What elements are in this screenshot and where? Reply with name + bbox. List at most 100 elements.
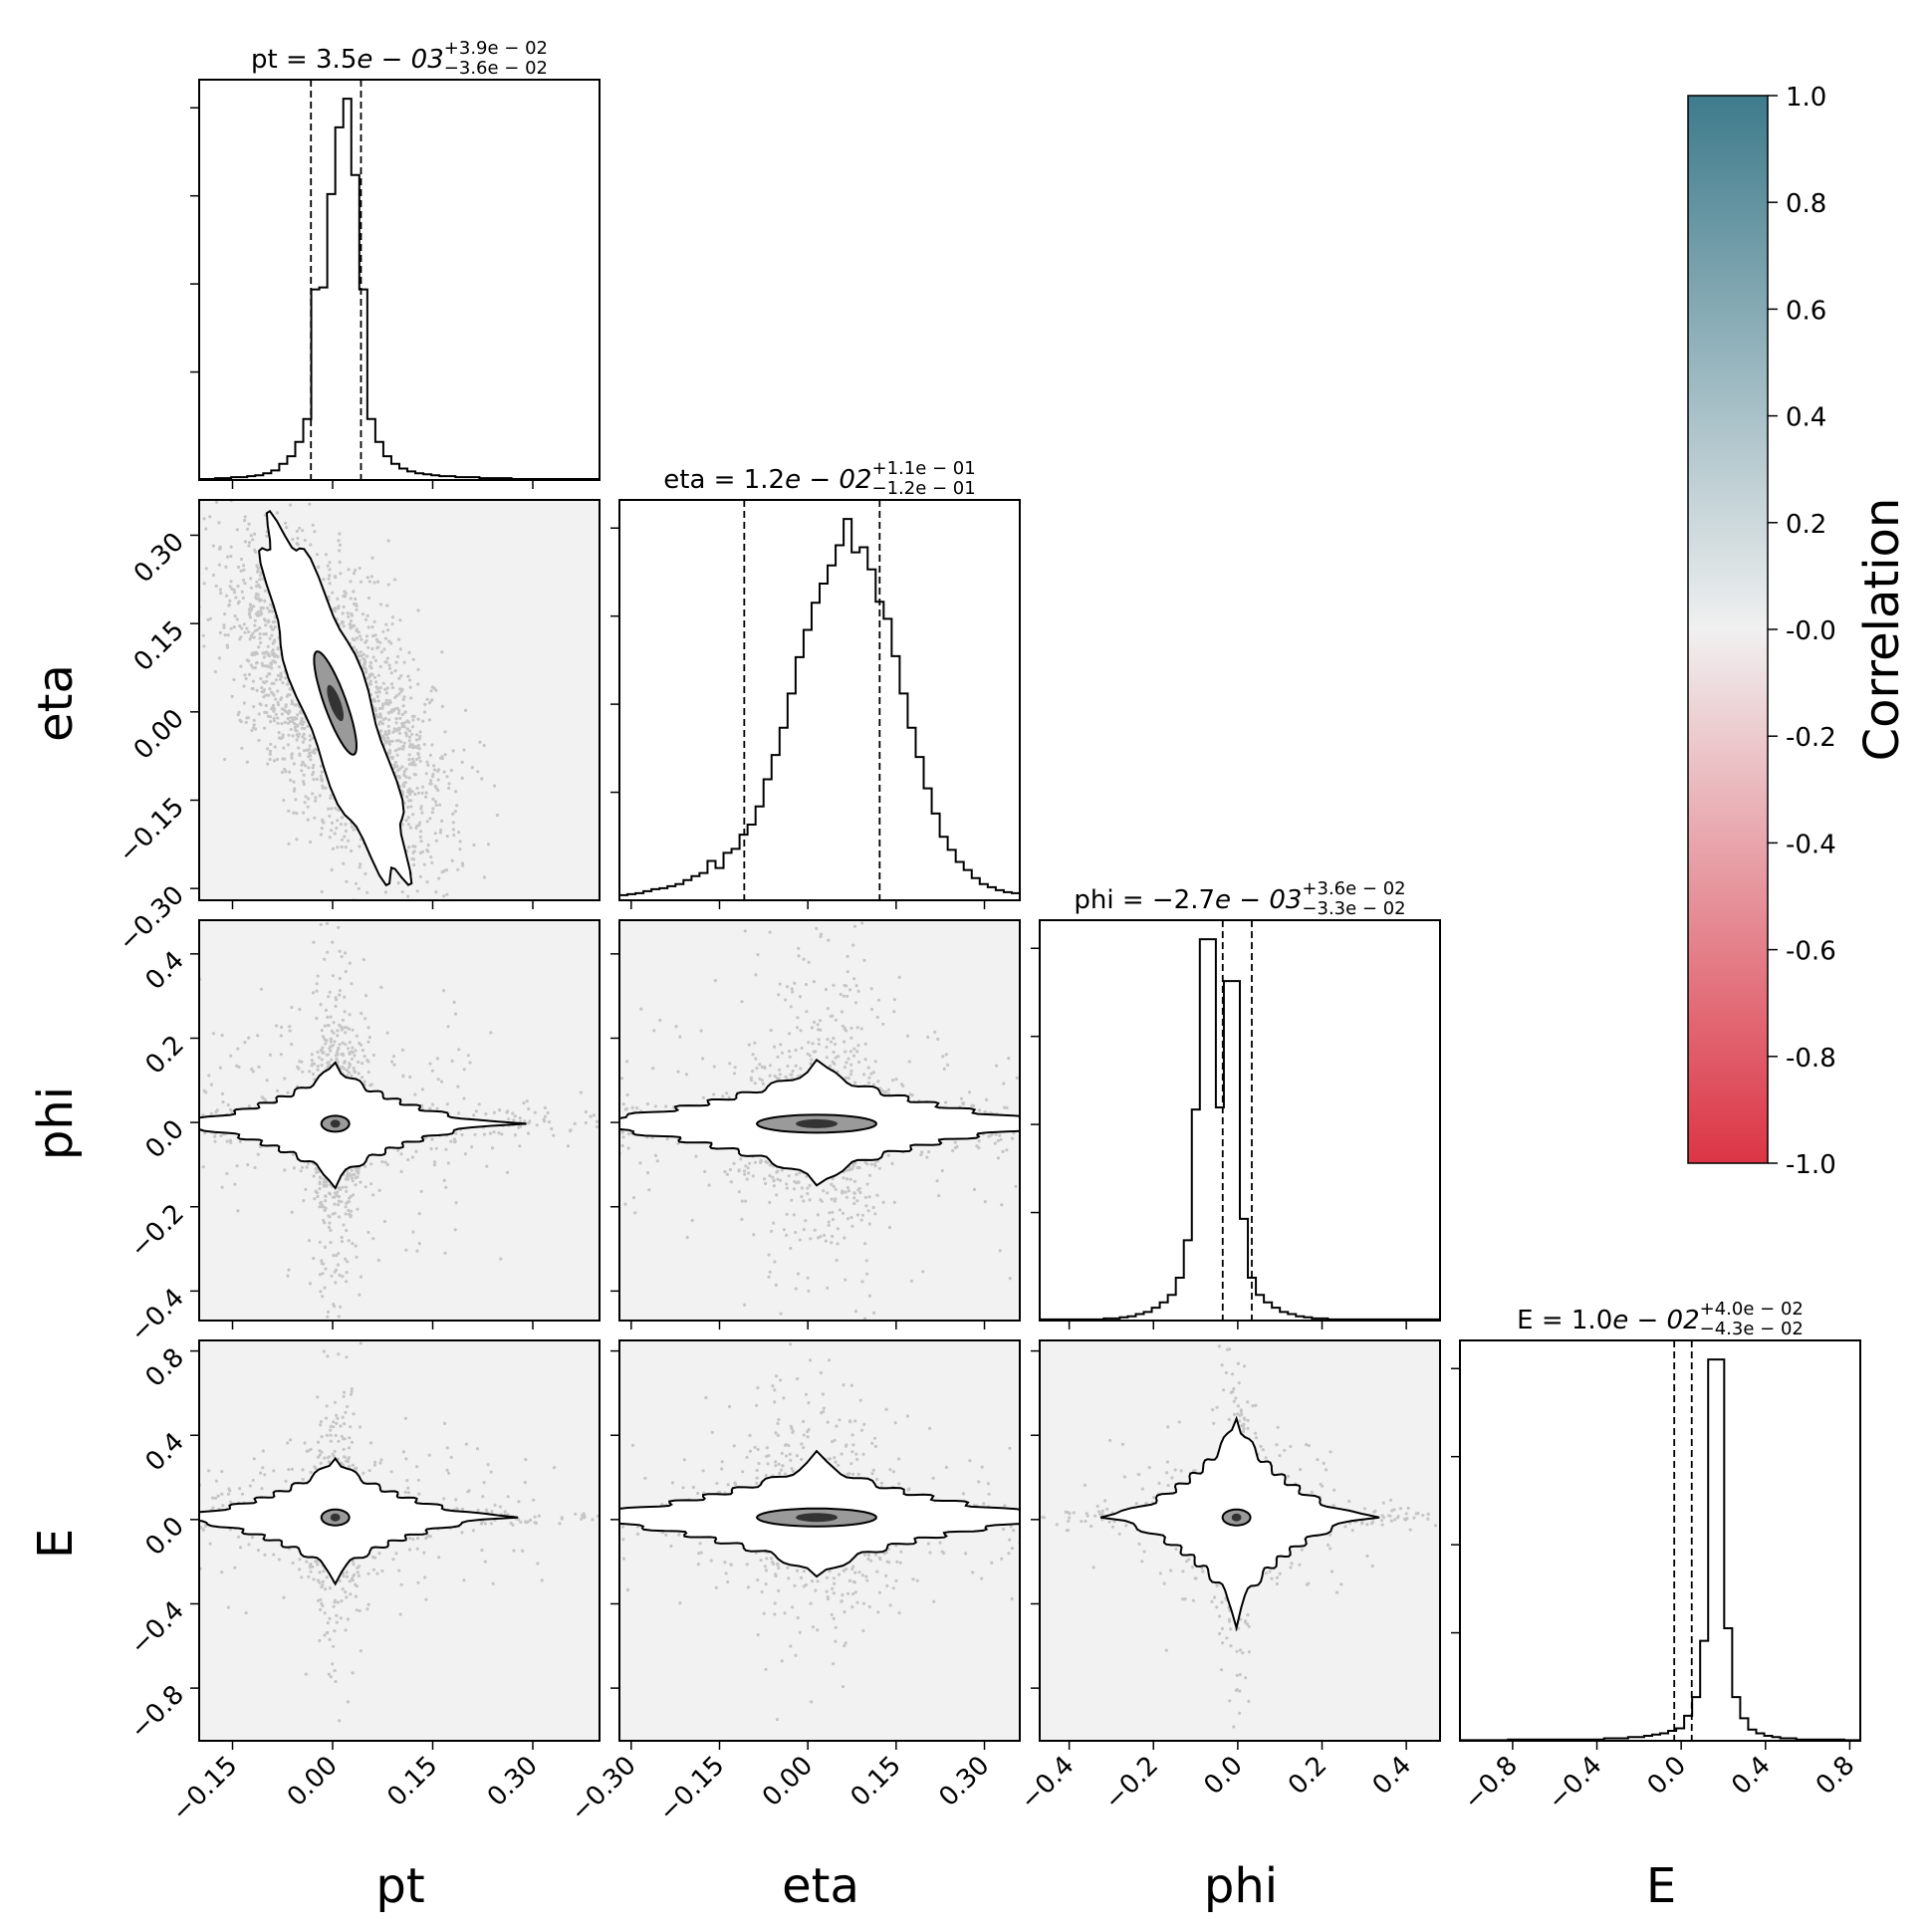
y-tick-label-phi: −0.4	[124, 1283, 190, 1348]
y-axis-label-eta: eta	[28, 664, 84, 742]
colorbar-ticks: 1.0 0.8 0.6 0.4 0.2 -0.0 -0.2 -0.4 -0.6 -0.8 -1.0	[1768, 83, 1836, 1180]
x-tick-label-pt: 0.00	[282, 1751, 344, 1812]
colorbar-tick-label: -0.8	[1786, 1044, 1836, 1074]
title-minus-error: −1.2e − 01	[871, 478, 975, 499]
density-core	[327, 684, 345, 722]
y-tick-label-E: −0.8	[124, 1680, 190, 1746]
x-tick-label-E: 0.4	[1726, 1751, 1776, 1801]
y-tick-label-phi: −0.2	[124, 1198, 190, 1264]
colorbar-tick-label: 0.6	[1786, 296, 1826, 326]
panel-frame	[198, 499, 601, 901]
panel-title-E: E = 1.0e − 02+4.0e − 02	[1517, 1299, 1804, 1335]
histogram-panel-E: −0.8 −0.4 0.0 0.4 0.8 E = 1.0e − 02+4.0e − 02…	[1451, 1299, 1861, 1816]
y-tick-label-E: 0.0	[139, 1512, 189, 1562]
x-tick-label-E: 0.0	[1642, 1751, 1692, 1801]
title-plus-error: +3.6e − 02	[1302, 878, 1405, 899]
x-tick-label-phi: −0.2	[1098, 1751, 1164, 1816]
y-tick-label-eta: 0.00	[128, 704, 190, 766]
title-exponent: e − 03	[357, 45, 443, 75]
x-tick-label-phi: 0.0	[1198, 1751, 1248, 1801]
y-tick-label-E: −0.4	[124, 1595, 190, 1661]
title-plus-error: +4.0e − 02	[1700, 1299, 1804, 1320]
density-contour-outer	[199, 1456, 519, 1586]
colorbar-tick-label: -1.0	[1786, 1150, 1836, 1180]
y-tick-label-eta: 0.15	[128, 615, 190, 677]
corner-panels: pt = 3.5e − 03+3.9e − 02−3.6e − 02 eta = …	[113, 38, 1861, 1828]
title-minus-error: −4.3e − 02	[1700, 1319, 1804, 1339]
panel-frame	[1459, 1339, 1861, 1742]
y-tick-label-eta: 0.30	[128, 527, 190, 589]
y-tick-label-phi: 0.4	[139, 946, 189, 996]
histogram-step-eta	[618, 518, 1021, 900]
scatter-panel-phi-vs-pt: −0.4 −0.2 0.0 0.2 0.4	[124, 919, 601, 1348]
panel-frame	[198, 1339, 601, 1742]
histogram-panel-pt: pt = 3.5e − 03+3.9e − 02−3.6e − 02	[190, 38, 601, 489]
x-axis-label-pt: pt	[375, 1858, 424, 1914]
y-tick-label-eta: −0.15	[113, 792, 190, 869]
panel-marks	[619, 921, 1020, 1321]
x-tick-label-eta: −0.30	[565, 1751, 642, 1828]
panel-title-eta: eta = 1.2e − 02+1.1e − 01	[663, 458, 975, 495]
panel-marks	[199, 1341, 600, 1723]
histogram-step-pt	[198, 98, 601, 481]
title-exponent: e − 02	[1612, 1306, 1699, 1335]
correlation-colorbar: 1.00.80.60.40.2-0.0-0.2-0.4-0.6-0.8-1.0 …	[1687, 83, 1910, 1180]
x-axis-label-E: E	[1646, 1858, 1676, 1914]
colorbar-gradient-bar	[1687, 95, 1769, 1164]
title-plus-error: +3.9e − 02	[444, 38, 548, 59]
density-core	[796, 1118, 839, 1128]
panel-marks	[199, 500, 500, 900]
x-tick-label-phi: 0.2	[1283, 1751, 1332, 1801]
density-contour-outer	[199, 1061, 527, 1190]
x-tick-label-phi: 0.4	[1367, 1751, 1417, 1801]
x-tick-label-eta: −0.15	[653, 1751, 731, 1828]
panel-frame	[618, 499, 1021, 901]
panel-frame	[198, 919, 601, 1322]
scatter-panel-E-vs-eta: −0.30 −0.15 0.00 0.15 0.30	[565, 1339, 1021, 1828]
title-exponent: e − 03	[1215, 885, 1302, 915]
panel-marks	[199, 921, 600, 1319]
panel-title-pt: pt = 3.5e − 03+3.9e − 02	[251, 38, 548, 75]
colorbar-tick-label: -0.2	[1786, 723, 1836, 753]
title-value: E = 1.0	[1517, 1306, 1612, 1335]
y-tick-label-eta: −0.30	[113, 880, 190, 958]
panel-frame	[618, 919, 1021, 1322]
x-tick-label-eta: 0.15	[845, 1751, 907, 1812]
colorbar-tick-label: 0.8	[1786, 189, 1826, 219]
histogram-panel-phi: phi = −2.7e − 03+3.6e − 02−3.3e − 02	[1031, 878, 1441, 1329]
density-core	[1231, 1513, 1242, 1522]
scatter-panel-phi-vs-eta	[610, 919, 1021, 1329]
colorbar-tick-label: 0.4	[1786, 403, 1826, 433]
x-tick-label-phi: −0.4	[1015, 1751, 1081, 1816]
title-value: eta = 1.2	[663, 465, 785, 495]
x-tick-label-eta: 0.00	[757, 1751, 819, 1812]
colorbar-tick-label: 0.2	[1786, 510, 1826, 540]
title-exponent: e − 02	[785, 465, 871, 495]
y-tick-label-E: 0.8	[139, 1342, 189, 1392]
panel-frame	[1039, 919, 1441, 1322]
x-tick-label-E: −0.8	[1458, 1751, 1524, 1816]
colorbar-label: Correlation	[1854, 498, 1910, 762]
colorbar-tick-label: -0.4	[1786, 830, 1836, 859]
x-tick-label-pt: 0.15	[381, 1751, 443, 1812]
scatter-panel-E-vs-pt: −0.15 0.00 0.15 0.30 −0.8 −0.4 0.0 0.4 0.8	[124, 1339, 601, 1828]
x-axis-label-eta: eta	[782, 1858, 859, 1914]
x-tick-label-pt: −0.15	[166, 1751, 244, 1828]
colorbar-tick-label: -0.0	[1786, 616, 1836, 646]
y-tick-label-phi: 0.0	[139, 1114, 189, 1164]
x-axis-label-phi: phi	[1204, 1858, 1278, 1914]
x-tick-label-eta: 0.30	[933, 1751, 995, 1812]
title-minus-error: −3.6e − 02	[444, 58, 548, 79]
panel-background	[199, 80, 600, 480]
panel-title-phi: phi = −2.7e − 03+3.6e − 02	[1074, 878, 1405, 915]
histogram-step-E	[1459, 1358, 1861, 1742]
x-tick-label-E: −0.4	[1543, 1751, 1608, 1816]
x-tick-label-pt: 0.30	[482, 1751, 544, 1812]
panel-background	[619, 500, 1020, 900]
histogram-step-phi	[1039, 938, 1441, 1321]
colorbar-tick-label: 1.0	[1786, 83, 1826, 113]
panel-frame	[198, 79, 601, 481]
title-plus-error: +1.1e − 01	[871, 458, 975, 479]
y-tick-label-E: 0.4	[139, 1427, 189, 1477]
